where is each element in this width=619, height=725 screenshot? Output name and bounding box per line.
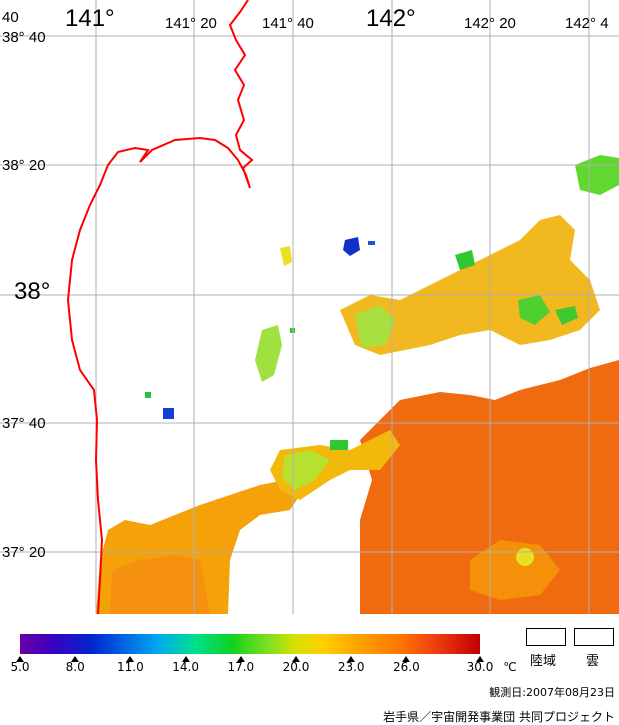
land-legend-label: 陸域 [530, 654, 557, 669]
colorbar-tick-label: 20.0 [282, 660, 310, 674]
colorbar-tick [292, 656, 300, 662]
lon-label: 142° [366, 5, 416, 32]
colorbar-tick [347, 656, 356, 662]
colorbar-tick [16, 656, 24, 662]
corner-label: 40 [2, 9, 19, 26]
colorbar-tick-label: 5.0 [10, 660, 30, 674]
coastline [66, 0, 254, 614]
temperature-colorbar [20, 634, 480, 654]
graticule [0, 0, 619, 614]
colorbar-tick-label: 26.0 [393, 660, 420, 674]
colorbar-tick-label: 14.0 [172, 660, 199, 674]
colorbar-tick [71, 656, 80, 662]
observation-date: 観測日:2007年08月23日 [489, 686, 615, 699]
colorbar-tick-label: 11.0 [117, 660, 144, 674]
lon-label: 142° 20 [464, 15, 516, 32]
lon-label: 142° 4 [565, 15, 609, 32]
colorbar-tick-label: 17.0 [227, 660, 255, 674]
colorbar-tick-label: 8.0 [65, 660, 85, 674]
colorbar-unit: ℃ [503, 660, 517, 674]
colorbar-tick-label: 23.0 [337, 660, 365, 674]
lat-label: 38° 20 [2, 157, 46, 174]
lat-label: 37° 20 [2, 544, 46, 561]
cloud-legend-swatch [574, 628, 614, 646]
lon-label: 141° [65, 5, 115, 32]
lat-label: 37° 40 [2, 415, 46, 432]
colorbar-tick [126, 656, 135, 662]
land-legend-swatch [526, 628, 566, 646]
credit-line: 岩手県／宇宙開発事業団 共同プロジェクト [383, 710, 615, 724]
lat-label: 38° [14, 278, 50, 305]
colorbar-tick [476, 656, 484, 662]
lon-label: 141° 40 [262, 15, 314, 32]
colorbar-tick [402, 656, 411, 662]
cloud-legend-label: 雲 [586, 654, 600, 669]
colorbar-tick-label: 30.0 [466, 660, 494, 674]
colorbar-tick [236, 656, 245, 662]
sst-map: 141° 141° 20 141° 40 142° 142° 20 142° 4… [0, 0, 619, 614]
lat-label: 38° 40 [2, 29, 46, 46]
lon-label: 141° 20 [165, 15, 217, 32]
colorbar-tick [181, 656, 190, 662]
